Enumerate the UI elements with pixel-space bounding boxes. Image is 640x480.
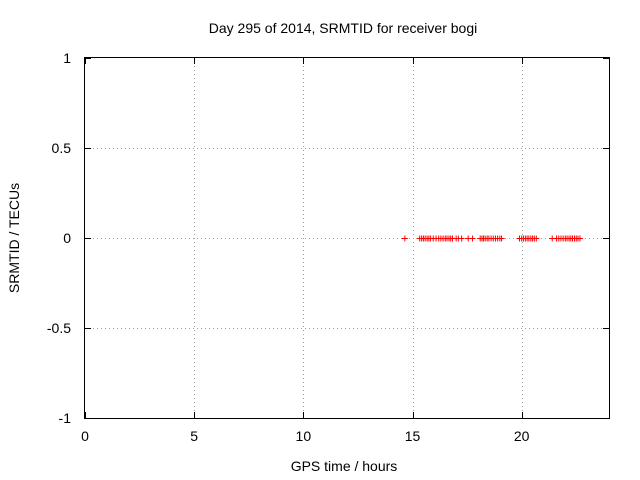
data-point [469, 235, 476, 242]
plot-frame [84, 57, 610, 419]
x-axis-label: GPS time / hours [291, 458, 398, 474]
x-tick-label: 0 [81, 428, 89, 444]
x-tick-label: 15 [405, 428, 421, 444]
x-tick-label: 20 [514, 428, 530, 444]
axis-ticks [85, 58, 609, 419]
data-point [498, 235, 505, 242]
y-tick-label: -1 [59, 410, 72, 426]
data-point [576, 235, 583, 242]
y-tick-labels: -1 -0.5 0 0.5 1 [47, 50, 71, 426]
x-tick-label: 5 [190, 428, 198, 444]
chart-title: Day 295 of 2014, SRMTID for receiver bog… [209, 20, 477, 36]
data-point [401, 235, 408, 242]
data-point [533, 235, 540, 242]
y-tick-label: 1 [63, 50, 71, 66]
y-tick-label: 0.5 [52, 140, 72, 156]
x-tick-label: 10 [296, 428, 312, 444]
data-points [401, 235, 583, 242]
y-axis-label: SRMTID / TECUs [6, 183, 22, 293]
x-tick-labels: 0 5 10 15 20 [81, 428, 530, 444]
y-tick-label: 0 [63, 230, 71, 246]
data-point [458, 235, 465, 242]
y-tick-label: -0.5 [47, 320, 71, 336]
